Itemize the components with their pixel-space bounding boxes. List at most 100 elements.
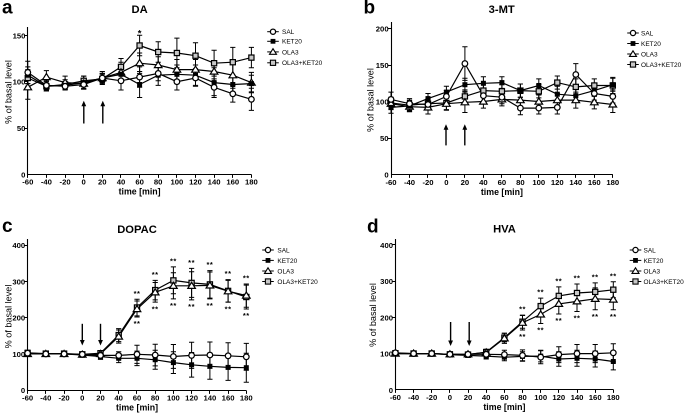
svg-text:**: ** [610, 312, 617, 321]
svg-text:0: 0 [384, 171, 388, 180]
svg-text:**: ** [574, 274, 581, 283]
svg-text:200: 200 [380, 313, 393, 322]
svg-text:50: 50 [17, 124, 26, 133]
svg-text:80: 80 [154, 178, 163, 187]
svg-text:20: 20 [96, 394, 105, 403]
svg-text:100: 100 [380, 350, 393, 359]
svg-text:-40: -40 [404, 178, 415, 187]
svg-text:OLA3: OLA3 [641, 51, 658, 58]
svg-text:140: 140 [569, 178, 582, 187]
svg-text:100: 100 [532, 178, 545, 187]
svg-text:20: 20 [464, 393, 473, 402]
svg-text:3-MT: 3-MT [489, 4, 515, 16]
svg-text:80: 80 [151, 394, 160, 403]
svg-text:DOPAC: DOPAC [117, 224, 157, 236]
svg-text:80: 80 [516, 178, 525, 187]
svg-text:20: 20 [461, 178, 470, 187]
svg-text:% of basal level: % of basal level [4, 60, 14, 124]
svg-text:120: 120 [552, 393, 565, 402]
svg-text:100: 100 [170, 178, 183, 187]
svg-text:40: 40 [479, 178, 488, 187]
svg-text:KET20: KET20 [644, 258, 664, 265]
svg-text:**: ** [170, 301, 177, 310]
svg-text:160: 160 [589, 393, 602, 402]
svg-text:-20: -20 [422, 178, 433, 187]
svg-text:time [min]: time [min] [116, 403, 158, 413]
svg-text:0: 0 [21, 170, 25, 179]
svg-text:**: ** [243, 274, 250, 283]
svg-text:**: ** [592, 312, 599, 321]
svg-text:**: ** [574, 314, 581, 323]
svg-text:OLA3+KET20: OLA3+KET20 [644, 279, 684, 286]
svg-text:OLA3: OLA3 [277, 268, 294, 275]
svg-text:0: 0 [82, 178, 86, 187]
svg-text:a: a [2, 0, 13, 19]
svg-text:SAL: SAL [282, 29, 295, 36]
svg-text:-20: -20 [60, 178, 71, 187]
svg-text:**: ** [170, 257, 177, 266]
svg-text:time [min]: time [min] [119, 187, 161, 197]
svg-text:KET20: KET20 [282, 39, 302, 46]
svg-text:**: ** [243, 311, 250, 320]
svg-text:**: ** [555, 277, 562, 286]
svg-text:KET20: KET20 [277, 258, 297, 265]
svg-text:200: 200 [12, 314, 25, 323]
svg-text:d: d [367, 217, 379, 238]
svg-text:**: ** [537, 288, 544, 297]
svg-text:180: 180 [245, 178, 258, 187]
svg-text:100: 100 [376, 98, 389, 107]
svg-text:400: 400 [380, 241, 393, 250]
svg-text:**: ** [225, 269, 232, 278]
svg-text:SAL: SAL [277, 247, 290, 254]
svg-text:300: 300 [380, 277, 393, 286]
svg-text:200: 200 [376, 25, 389, 34]
svg-text:**: ** [592, 273, 599, 282]
svg-text:0: 0 [80, 394, 84, 403]
svg-text:140: 140 [571, 393, 584, 402]
svg-text:% of basal level: % of basal level [366, 68, 376, 132]
svg-text:KET20: KET20 [641, 41, 661, 48]
svg-text:160: 160 [222, 394, 235, 403]
svg-text:0: 0 [448, 393, 452, 402]
svg-text:140: 140 [208, 178, 221, 187]
svg-text:60: 60 [500, 393, 509, 402]
svg-text:**: ** [225, 304, 232, 313]
svg-text:**: ** [519, 332, 526, 341]
svg-text:160: 160 [588, 178, 601, 187]
svg-text:DA: DA [132, 4, 148, 16]
svg-text:60: 60 [133, 394, 142, 403]
svg-text:OLA3: OLA3 [282, 49, 299, 56]
svg-text:*: * [138, 28, 142, 39]
svg-text:0: 0 [389, 386, 393, 395]
svg-text:-20: -20 [426, 393, 437, 402]
svg-text:**: ** [152, 304, 159, 313]
svg-text:**: ** [134, 289, 141, 298]
svg-text:20: 20 [98, 178, 107, 187]
svg-text:-40: -40 [408, 393, 419, 402]
svg-text:180: 180 [240, 394, 253, 403]
svg-text:OLA3: OLA3 [644, 268, 661, 275]
svg-text:120: 120 [185, 394, 198, 403]
svg-text:80: 80 [518, 393, 527, 402]
svg-text:120: 120 [551, 178, 564, 187]
svg-text:-60: -60 [22, 178, 33, 187]
svg-text:SAL: SAL [644, 247, 657, 254]
svg-text:100: 100 [12, 350, 25, 359]
svg-text:60: 60 [135, 178, 144, 187]
svg-text:180: 180 [607, 393, 620, 402]
svg-text:SAL: SAL [641, 30, 654, 37]
svg-text:**: ** [537, 326, 544, 335]
svg-text:time [min]: time [min] [483, 402, 525, 412]
svg-text:40: 40 [482, 393, 491, 402]
svg-text:0: 0 [444, 178, 448, 187]
svg-text:140: 140 [203, 394, 216, 403]
svg-text:**: ** [555, 316, 562, 325]
svg-text:**: ** [519, 305, 526, 314]
svg-text:time [min]: time [min] [481, 187, 523, 197]
svg-text:40: 40 [117, 178, 126, 187]
svg-text:-40: -40 [41, 178, 52, 187]
svg-text:50: 50 [380, 134, 389, 143]
svg-text:**: ** [206, 301, 213, 310]
svg-text:**: ** [206, 260, 213, 269]
svg-text:**: ** [152, 270, 159, 279]
